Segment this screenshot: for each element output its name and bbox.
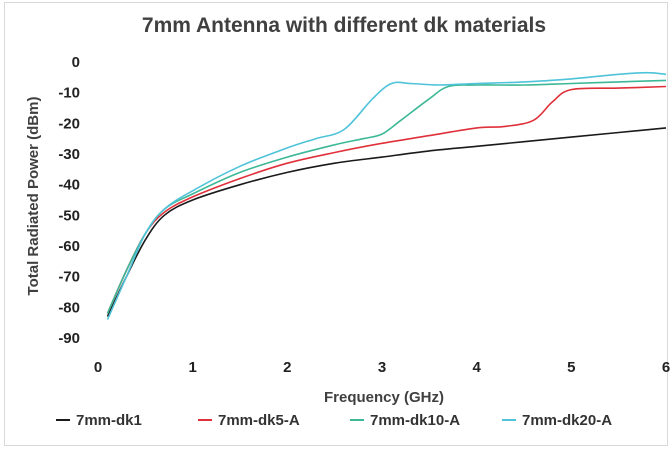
x-tick-labels: 0 1 2 3 4 5 6: [94, 359, 670, 376]
series-line-7mm-dk5-A: [106, 85, 667, 314]
x-tick-label: 5: [567, 359, 575, 376]
x-axis-title: Frequency (GHz): [324, 389, 444, 406]
y-tick-label: -20: [58, 115, 80, 132]
y-axis-title: Total Radiated Power (dBm): [25, 97, 42, 296]
y-tick-label: -10: [58, 85, 80, 102]
chart-frame: [4, 2, 668, 446]
legend-label: 7mm-dk5-A: [218, 412, 300, 429]
x-tick-label: 2: [283, 359, 291, 376]
legend: 7mm-dk1 7mm-dk5-A 7mm-dk10-A 7mm-dk20-A: [56, 412, 612, 429]
legend-label: 7mm-dk20-A: [522, 412, 612, 429]
y-tick-label: 0: [72, 54, 80, 71]
legend-label: 7mm-dk10-A: [370, 412, 460, 429]
y-tick-label: -80: [58, 299, 80, 316]
series-line-7mm-dk20-A: [106, 71, 667, 320]
y-tick-label: -60: [58, 238, 80, 255]
y-tick-label: -50: [58, 207, 80, 224]
chart-title: 7mm Antenna with different dk materials: [142, 14, 546, 37]
x-tick-label: 6: [662, 359, 670, 376]
y-tick-label: -70: [58, 269, 80, 286]
y-tick-labels: 0 -10 -20 -30 -40 -50 -60 -70 -80 -90: [58, 54, 80, 347]
x-tick-label: 4: [472, 359, 481, 376]
x-tick-label: 0: [94, 359, 102, 376]
y-tick-label: -30: [58, 146, 80, 163]
legend-label: 7mm-dk1: [76, 412, 142, 429]
series-line-7mm-dk1: [106, 127, 667, 317]
x-tick-label: 3: [378, 359, 386, 376]
x-tick-label: 1: [188, 359, 196, 376]
y-tick-label: -40: [58, 177, 80, 194]
series-lines: [106, 71, 667, 320]
y-tick-label: -90: [58, 330, 80, 347]
